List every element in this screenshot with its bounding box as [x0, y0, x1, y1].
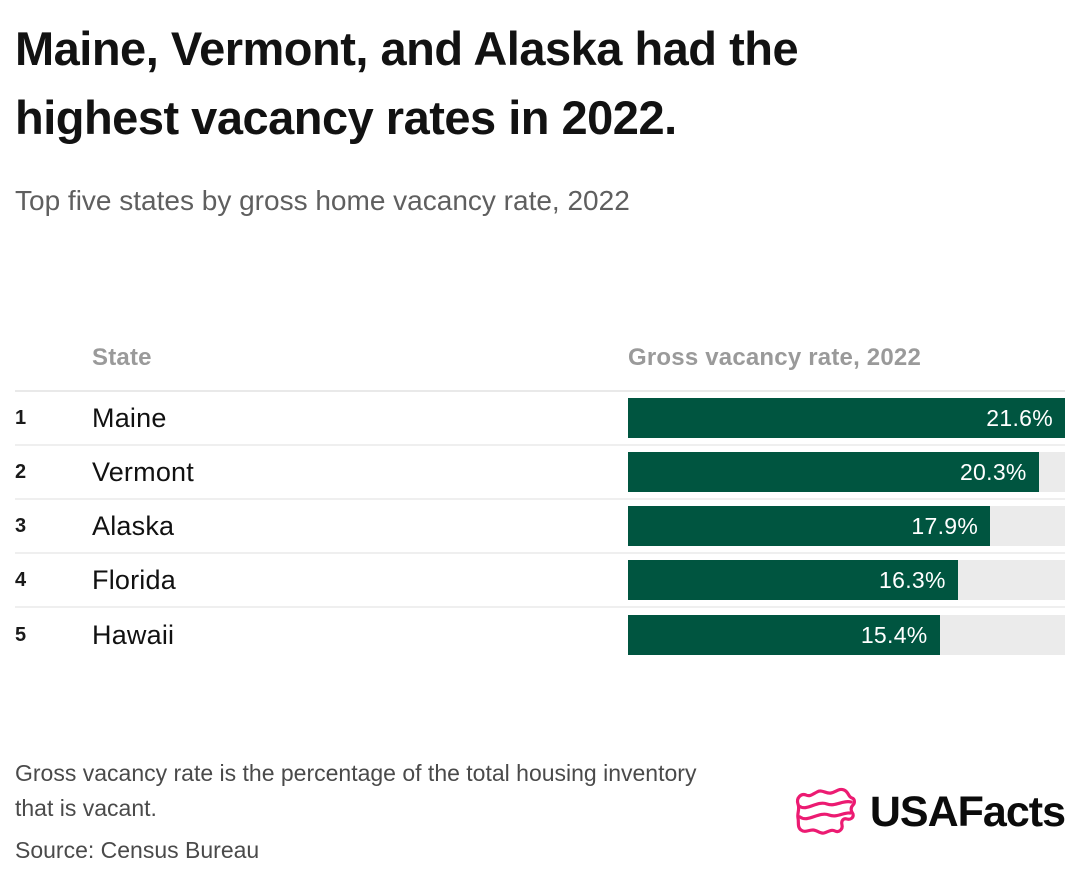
bar-value-label: 20.3% — [959, 458, 1027, 485]
bar-value-label: 21.6% — [986, 404, 1053, 431]
table-row: 4 Florida 16.3% — [15, 554, 1065, 608]
bar-fill: 15.4% — [628, 615, 940, 655]
footnote-block: Gross vacancy rate is the percentage of … — [15, 756, 775, 868]
footnote-line-1: Gross vacancy rate is the percentage of … — [15, 760, 697, 786]
chart-subtitle: Top five states by gross home vacancy ra… — [15, 185, 630, 216]
column-header-state: State — [92, 344, 152, 371]
chart-footer: Gross vacancy rate is the percentage of … — [15, 756, 1066, 868]
bar-value-label: 15.4% — [860, 621, 928, 648]
bar-value-label: 16.3% — [879, 566, 946, 593]
state-label: Maine — [92, 402, 167, 433]
table-row: 5 Hawaii 15.4% — [15, 608, 1065, 662]
rank-label: 2 — [15, 460, 27, 483]
table-body: 1 Maine 21.6% 2 Vermont 20.3% 3 Alaska 17.9% 4 Flo… — [15, 392, 1065, 662]
rank-label: 5 — [15, 623, 27, 646]
usafacts-logo: USAFacts — [793, 785, 1066, 839]
bar-fill: 16.3% — [628, 560, 958, 600]
rank-label: 4 — [15, 568, 27, 591]
state-label: Florida — [92, 564, 176, 595]
bar-fill: 21.6% — [628, 398, 1065, 438]
usafacts-logo-text: USAFacts — [869, 787, 1066, 836]
bar-fill: 17.9% — [628, 506, 991, 546]
bar-value-label: 17.9% — [911, 512, 979, 539]
column-header-vacancy-rate: Gross vacancy rate, 2022 — [628, 344, 921, 371]
bar-track: 21.6% — [628, 398, 1065, 438]
table-header-row: State Gross vacancy rate, 2022 — [15, 330, 1065, 392]
state-label: Vermont — [92, 456, 194, 487]
chart-title-line-1: Maine, Vermont, and Alaska had the — [15, 22, 799, 75]
state-label: Hawaii — [92, 619, 175, 650]
rank-label: 3 — [15, 514, 27, 537]
usafacts-map-icon — [795, 787, 856, 835]
ranked-bar-table: State Gross vacancy rate, 2022 1 Maine 21.… — [15, 330, 1065, 662]
table-row: 1 Maine 21.6% — [15, 392, 1065, 446]
state-label: Alaska — [92, 510, 175, 541]
table-row: 2 Vermont 20.3% — [15, 446, 1065, 500]
rank-label: 1 — [15, 406, 27, 429]
source-label: Source: Census Bureau — [15, 837, 260, 863]
bar-track: 15.4% — [628, 615, 1065, 655]
bar-track: 17.9% — [628, 506, 1065, 546]
bar-fill: 20.3% — [628, 452, 1039, 492]
bar-track: 16.3% — [628, 560, 1065, 600]
chart-title: Maine, Vermont, and Alaska had the highe… — [15, 0, 1065, 152]
bar-track: 20.3% — [628, 452, 1065, 492]
chart-title-line-2: highest vacancy rates in 2022. — [15, 91, 677, 144]
footnote-line-2: that is vacant. — [15, 795, 157, 821]
table-row: 3 Alaska 17.9% — [15, 500, 1065, 554]
